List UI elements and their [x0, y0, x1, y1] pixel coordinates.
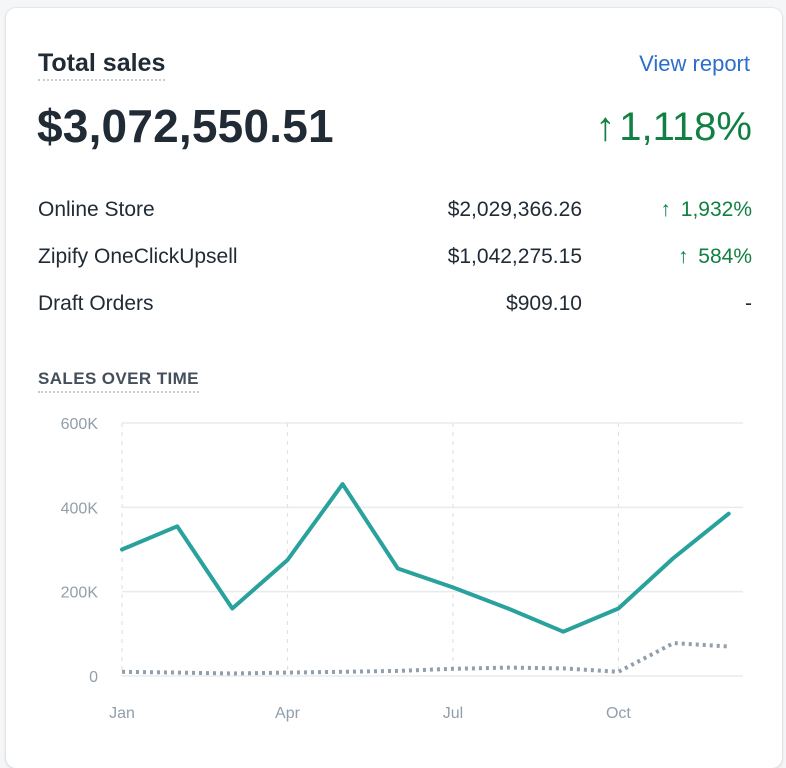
sales-over-time-chart: 0 200K 400K 600K Jan Apr Jul Oct: [6, 408, 782, 748]
channel-amount: $2,029,366.26: [448, 196, 582, 224]
channel-change-value: 584%: [698, 245, 752, 268]
channel-row: Draft Orders $909.10 -: [38, 290, 752, 337]
x-tick-label: Apr: [275, 705, 301, 722]
channel-change: ↑ 1,932%: [660, 196, 752, 224]
total-sales-card: Total sales View report $3,072,550.51 ↑1…: [6, 8, 782, 768]
channel-amount: $909.10: [506, 290, 582, 318]
sales-series-line: [122, 484, 729, 632]
y-tick-label: 400K: [61, 500, 99, 517]
y-tick-label: 200K: [61, 585, 99, 602]
comparison-series-line: [122, 643, 729, 673]
x-tick-label: Oct: [606, 705, 631, 722]
total-change-value: 1,118%: [619, 105, 752, 149]
y-tick-label: 600K: [61, 416, 99, 433]
channel-change-value: 1,932%: [681, 198, 752, 221]
channel-breakdown: Online Store $2,029,366.26 ↑ 1,932% Zipi…: [38, 196, 752, 337]
total-change: ↑1,118%: [595, 102, 752, 152]
channel-amount: $1,042,275.15: [448, 243, 582, 271]
channel-change-value: -: [745, 290, 752, 318]
card-title: Total sales: [38, 48, 165, 81]
view-report-link[interactable]: View report: [639, 51, 750, 77]
channel-row: Zipify OneClickUpsell $1,042,275.15 ↑ 58…: [38, 243, 752, 290]
arrow-up-icon: ↑: [595, 102, 615, 152]
x-tick-label: Jan: [109, 705, 135, 722]
channel-name: Draft Orders: [38, 290, 154, 318]
y-tick-label: 0: [89, 669, 98, 686]
total-sales-value: $3,072,550.51: [37, 100, 334, 152]
x-tick-label: Jul: [443, 705, 463, 722]
chart-title: SALES OVER TIME: [38, 368, 199, 393]
channel-name: Online Store: [38, 196, 155, 224]
channel-row: Online Store $2,029,366.26 ↑ 1,932%: [38, 196, 752, 243]
channel-name: Zipify OneClickUpsell: [38, 243, 238, 271]
arrow-up-icon: ↑: [678, 243, 689, 271]
channel-change: ↑ 584%: [678, 243, 752, 271]
arrow-up-icon: ↑: [660, 196, 671, 224]
